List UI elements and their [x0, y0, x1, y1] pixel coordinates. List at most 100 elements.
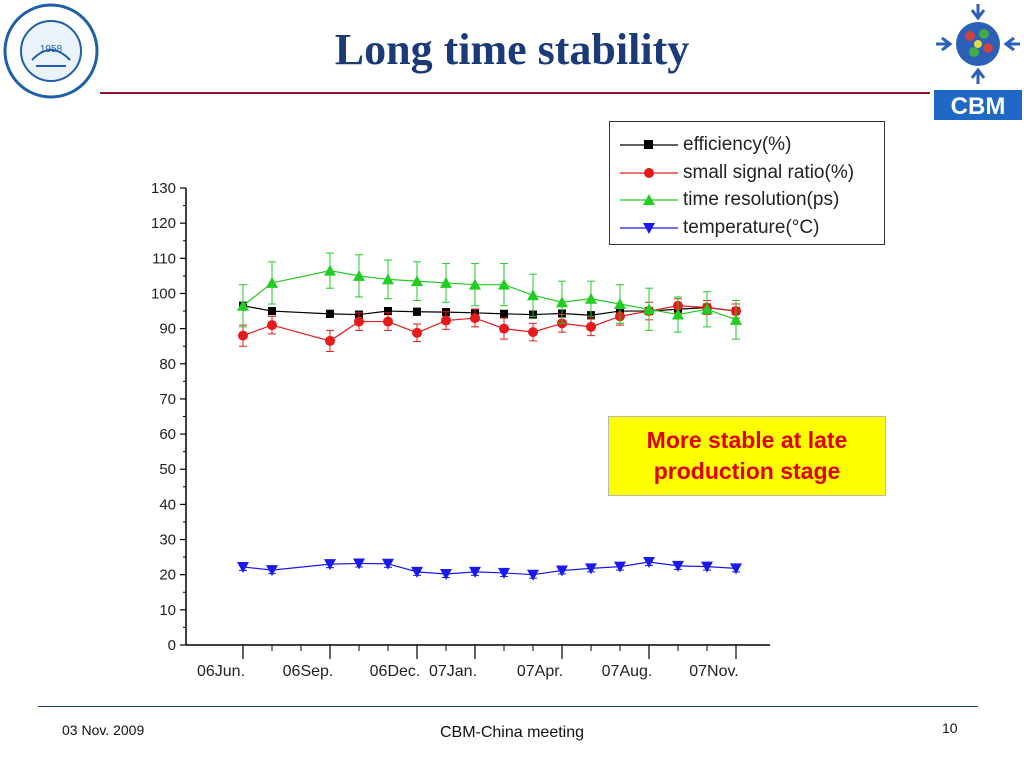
data-point — [238, 330, 248, 341]
data-point — [237, 561, 249, 573]
data-point — [500, 309, 508, 318]
series-line-3 — [242, 561, 737, 576]
legend-item-temperature: temperature(°C) — [610, 215, 886, 241]
data-point — [267, 320, 277, 331]
x-tick-label: 07Jan. — [429, 663, 477, 680]
x-tick-label: 06Dec. — [370, 663, 421, 680]
data-point — [585, 563, 597, 575]
series-line-0 — [242, 305, 737, 316]
data-point — [411, 566, 423, 578]
data-point — [353, 269, 365, 281]
data-point — [325, 335, 335, 346]
legend-item-time-resolution: time resolution(ps) — [610, 187, 886, 213]
data-point — [528, 327, 538, 338]
data-point — [498, 278, 510, 290]
data-point — [326, 309, 334, 318]
legend-swatch-temperature — [620, 223, 678, 234]
legend-swatch-time-resolution — [620, 194, 678, 205]
data-point — [382, 558, 394, 570]
data-point — [672, 560, 684, 572]
data-point — [469, 566, 481, 578]
x-tick-label: 06Jun. — [197, 663, 245, 680]
data-point — [413, 307, 421, 316]
y-tick-label: 40 — [159, 496, 176, 513]
university-logo: 1958 — [3, 3, 99, 99]
legend-item-efficiency: efficiency(%) — [610, 132, 886, 158]
data-point — [556, 565, 568, 577]
title-divider — [100, 92, 930, 94]
y-tick-label: 110 — [152, 250, 176, 267]
y-tick-label: 120 — [151, 215, 176, 232]
data-point — [730, 313, 742, 325]
data-point — [701, 303, 713, 315]
data-point — [556, 296, 568, 308]
data-point — [643, 557, 655, 569]
slide-title: Long time stability — [334, 25, 690, 74]
data-point — [440, 276, 452, 288]
data-point — [268, 307, 276, 316]
footer-divider — [38, 706, 978, 707]
x-tick-label: 07Apr. — [517, 663, 563, 680]
legend-label: temperature(°C) — [683, 217, 820, 238]
footer-date: 03 Nov. 2009 — [62, 722, 145, 738]
series-line-1 — [242, 305, 737, 342]
legend-label: small signal ratio(%) — [683, 162, 855, 183]
data-point — [730, 563, 742, 575]
legend-label: efficiency(%) — [683, 134, 792, 155]
data-point — [411, 275, 423, 287]
chart-legend: efficiency(%) small signal ratio(%) time… — [609, 121, 885, 245]
data-point — [383, 316, 393, 327]
footer-meeting-name: CBM-China meeting — [439, 724, 585, 741]
data-point — [585, 292, 597, 304]
callout-box: More stable at late production stage — [608, 416, 886, 496]
data-point — [382, 273, 394, 285]
page-number: 10 — [942, 720, 958, 736]
data-point — [586, 321, 596, 332]
logo-year: 1958 — [40, 44, 63, 55]
data-point — [527, 289, 539, 301]
data-point — [527, 569, 539, 581]
cbm-logo: CBM — [934, 2, 1022, 120]
data-point — [498, 567, 510, 579]
data-point — [324, 559, 336, 571]
data-point — [441, 315, 451, 326]
data-point — [266, 565, 278, 577]
series-line-2 — [242, 270, 737, 321]
y-tick-label: 10 — [159, 602, 176, 619]
y-tick-label: 70 — [159, 391, 176, 408]
legend-swatch-efficiency — [620, 140, 678, 149]
data-point — [440, 568, 452, 580]
callout-line-1: More stable at late — [646, 427, 848, 453]
data-point — [614, 298, 626, 310]
data-point — [412, 327, 422, 338]
legend-swatch-small-signal — [620, 168, 678, 178]
data-point — [353, 558, 365, 570]
data-point — [384, 307, 392, 316]
data-point — [266, 276, 278, 288]
y-tick-label: 20 — [159, 567, 176, 584]
stability-chart: 0 10 20 30 40 50 60 70 80 90 100 110 120 130 06Jun. 06S… — [151, 180, 770, 680]
data-point — [469, 278, 481, 290]
data-point — [324, 264, 336, 276]
data-point — [470, 313, 480, 324]
y-tick-label: 130 — [151, 180, 176, 197]
y-tick-label: 90 — [159, 321, 176, 338]
x-tick-label: 06Sep. — [283, 663, 334, 680]
legend-item-small-signal: small signal ratio(%) — [610, 160, 886, 186]
data-point — [701, 561, 713, 573]
y-tick-label: 50 — [159, 461, 176, 478]
callout-line-2: production stage — [653, 458, 841, 484]
x-tick-label: 07Aug. — [602, 663, 653, 680]
cbm-logo-text: CBM — [951, 93, 1006, 120]
y-tick-label: 100 — [151, 285, 176, 302]
data-point — [354, 316, 364, 327]
data-point — [643, 303, 655, 315]
x-tick-label: 07Nov. — [689, 663, 739, 680]
data-point — [614, 561, 626, 573]
data-point — [499, 323, 509, 334]
data-point — [672, 308, 684, 320]
y-tick-label: 0 — [168, 637, 176, 654]
y-tick-label: 80 — [159, 356, 176, 373]
legend-label: time resolution(ps) — [683, 189, 840, 210]
y-tick-label: 60 — [159, 426, 176, 443]
